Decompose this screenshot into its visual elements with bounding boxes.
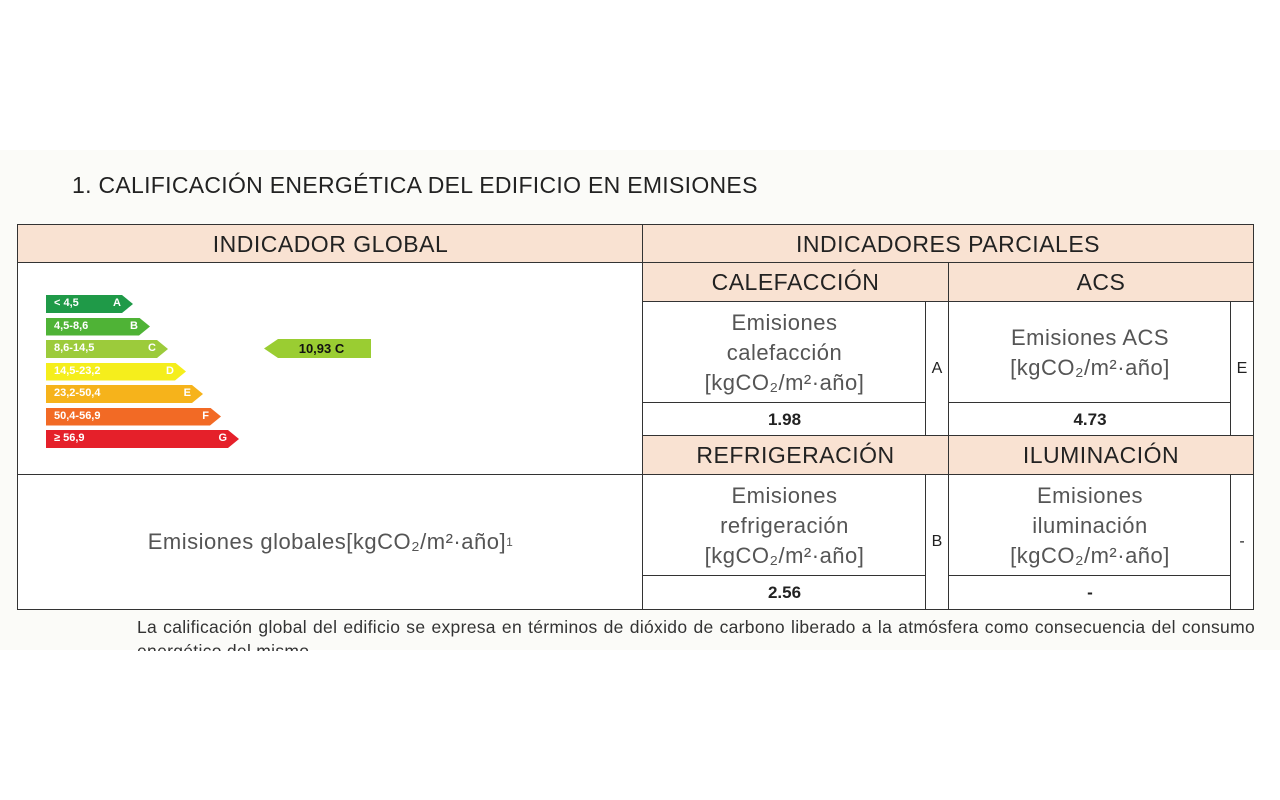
scale-letter: E — [183, 387, 191, 399]
scale-letter: F — [202, 409, 209, 422]
partial-header: INDICADORES PARCIALES — [642, 224, 1254, 264]
value-text: 4.73 — [1073, 409, 1107, 429]
header-text: INDICADOR GLOBAL — [212, 230, 449, 257]
scale-band: 23,2-50,4 E — [46, 385, 203, 403]
scale-letter: G — [218, 432, 227, 444]
value-text: - — [1087, 582, 1093, 602]
global-label: Emisiones globales[kgCO₂/m²·año] — [147, 529, 507, 554]
partial-value: 4.73 — [948, 402, 1232, 437]
scale-band: 14,5-23,2 D — [46, 363, 186, 381]
description-line: [kgCO₂/m²·año] — [1010, 542, 1170, 568]
description-line: refrigeración — [720, 512, 849, 538]
footnote-mark: 1 — [506, 535, 514, 549]
partial-letter: A — [925, 301, 949, 437]
scale-range: 4,5-8,6 — [54, 319, 89, 332]
partial-description: Emisiones iluminación [kgCO₂/m²·año] — [948, 474, 1232, 577]
partial-header: ACS — [948, 262, 1254, 303]
scale-letter: D — [166, 364, 174, 377]
header-text: REFRIGERACIÓN — [696, 442, 895, 468]
scale-letter: B — [130, 319, 138, 332]
partial-letter: - — [1230, 474, 1254, 610]
partial-description: Emisiones calefacción [kgCO₂/m²·año] — [642, 301, 927, 404]
header-text: ILUMINACIÓN — [1022, 442, 1180, 468]
global-header: INDICADOR GLOBAL — [17, 224, 644, 264]
section-title: 1. CALIFICACIÓN ENERGÉTICA DEL EDIFICIO … — [72, 172, 758, 198]
scale-band: 4,5-8,6 B — [46, 318, 150, 336]
value-text: 2.56 — [767, 582, 802, 602]
letter-text: A — [931, 360, 943, 377]
scale-letter: C — [148, 342, 156, 354]
scale-band: 50,4-56,9 F — [46, 408, 221, 426]
description-line: calefacción — [726, 339, 843, 365]
description-line: [kgCO₂/m²·año] — [704, 542, 865, 568]
scale-range: 50,4-56,9 — [54, 409, 101, 422]
description-line: [kgCO₂/m²·año] — [1010, 354, 1170, 380]
partial-description: Emisiones refrigeración [kgCO₂/m²·año] — [642, 474, 927, 577]
scale-letter: A — [113, 297, 121, 309]
scale-band: < 4,5 A — [46, 295, 133, 313]
scale-range: 14,5-23,2 — [54, 364, 101, 377]
scale-range: < 4,5 — [54, 297, 79, 309]
partial-description: Emisiones ACS [kgCO₂/m²·año] — [948, 301, 1232, 404]
letter-text: E — [1236, 360, 1248, 377]
header-text: ACS — [1076, 269, 1126, 295]
header-text: INDICADORES PARCIALES — [795, 230, 1101, 257]
scale-band: 8,6-14,5 C — [46, 340, 168, 358]
letter-text: B — [931, 533, 943, 550]
footnote-text: La calificación global del edificio se e… — [137, 617, 1255, 651]
global-emissions-cell: Emisiones globales[kgCO₂/m²·año] 1 — [17, 474, 644, 610]
description-line: iluminación — [1032, 512, 1148, 538]
scale-band: ≥ 56,9 G — [46, 430, 239, 448]
letter-text: - — [1239, 533, 1245, 550]
partial-letter: E — [1230, 301, 1254, 437]
scale-range: ≥ 56,9 — [54, 432, 85, 444]
partial-header: REFRIGERACIÓN — [642, 435, 949, 476]
partial-header: CALEFACCIÓN — [642, 262, 949, 303]
rating-arrow: 10,93 C — [264, 339, 371, 358]
partial-header: ILUMINACIÓN — [948, 435, 1254, 476]
partial-value: 2.56 — [642, 575, 927, 610]
partial-value: 1.98 — [642, 402, 927, 437]
description-line: Emisiones ACS — [1010, 324, 1170, 350]
description-line: Emisiones — [731, 309, 838, 335]
value-text: 1.98 — [767, 409, 802, 429]
scale-range: 8,6-14,5 — [54, 342, 95, 354]
description-line: Emisiones — [731, 482, 838, 508]
description-line: Emisiones — [1037, 482, 1143, 508]
scale-range: 23,2-50,4 — [54, 387, 101, 399]
partial-letter: B — [925, 474, 949, 610]
partial-value: - — [948, 575, 1232, 610]
description-line: [kgCO₂/m²·año] — [704, 369, 865, 395]
header-text: CALEFACCIÓN — [711, 269, 880, 295]
